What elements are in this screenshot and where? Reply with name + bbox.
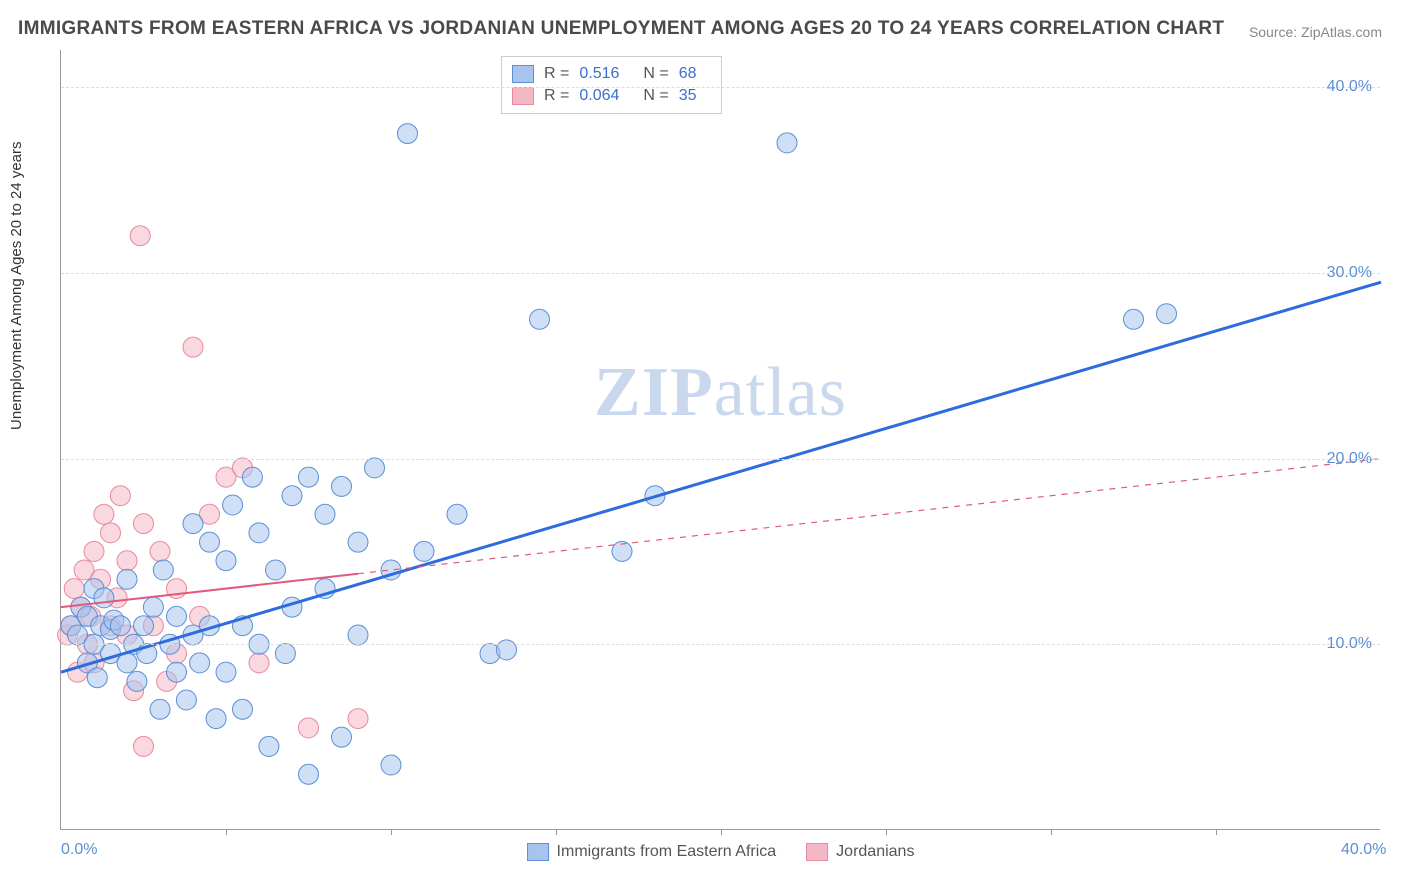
gridline xyxy=(61,459,1380,460)
data-point xyxy=(127,671,147,691)
y-tick-label: 20.0% xyxy=(1327,450,1372,468)
data-point xyxy=(94,504,114,524)
data-point xyxy=(183,514,203,534)
legend-item-blue: Immigrants from Eastern Africa xyxy=(527,843,777,861)
x-tick-mark xyxy=(1216,829,1217,835)
plot-area: ZIPatlas R =0.516N =68R =0.064N =35 Immi… xyxy=(60,50,1380,830)
data-point xyxy=(134,616,154,636)
data-point xyxy=(134,514,154,534)
data-point xyxy=(216,551,236,571)
data-point xyxy=(447,504,467,524)
data-point xyxy=(777,133,797,153)
data-point xyxy=(110,486,130,506)
data-point xyxy=(101,523,121,543)
data-point xyxy=(87,668,107,688)
swatch-blue-icon xyxy=(527,843,549,861)
data-point xyxy=(183,337,203,357)
data-point xyxy=(176,690,196,710)
legend-label-pink: Jordanians xyxy=(836,843,914,861)
data-point xyxy=(348,532,368,552)
data-point xyxy=(332,476,352,496)
gridline xyxy=(61,87,1380,88)
data-point xyxy=(497,640,517,660)
data-point xyxy=(130,226,150,246)
data-point xyxy=(110,616,130,636)
legend-item-pink: Jordanians xyxy=(806,843,914,861)
data-point xyxy=(143,597,163,617)
trend-line-dashed xyxy=(358,459,1381,574)
legend-stat-row: R =0.516N =68 xyxy=(512,63,711,85)
x-tick-mark xyxy=(1051,829,1052,835)
data-point xyxy=(84,541,104,561)
data-point xyxy=(249,653,269,673)
gridline xyxy=(61,644,1380,645)
data-point xyxy=(200,532,220,552)
x-tick-label: 40.0% xyxy=(1341,841,1386,859)
data-point xyxy=(299,764,319,784)
data-point xyxy=(266,560,286,580)
data-point xyxy=(1124,309,1144,329)
legend-label-blue: Immigrants from Eastern Africa xyxy=(557,843,777,861)
data-point xyxy=(64,579,84,599)
data-point xyxy=(233,699,253,719)
y-axis-label: Unemployment Among Ages 20 to 24 years xyxy=(8,141,25,430)
data-point xyxy=(117,569,137,589)
swatch-icon xyxy=(512,65,534,83)
x-tick-mark xyxy=(556,829,557,835)
data-point xyxy=(414,541,434,561)
data-point xyxy=(275,644,295,664)
legend-stats: R =0.516N =68R =0.064N =35 xyxy=(501,56,722,114)
data-point xyxy=(190,653,210,673)
data-point xyxy=(315,504,335,524)
data-point xyxy=(259,736,279,756)
swatch-icon xyxy=(512,87,534,105)
data-point xyxy=(150,699,170,719)
data-point xyxy=(348,625,368,645)
legend-stat-row: R =0.064N =35 xyxy=(512,85,711,107)
data-point xyxy=(398,124,418,144)
x-tick-label: 0.0% xyxy=(61,841,97,859)
data-point xyxy=(223,495,243,515)
data-point xyxy=(153,560,173,580)
data-point xyxy=(282,486,302,506)
data-point xyxy=(94,588,114,608)
data-point xyxy=(117,551,137,571)
data-point xyxy=(216,662,236,682)
data-point xyxy=(242,467,262,487)
data-point xyxy=(365,458,385,478)
data-point xyxy=(1157,304,1177,324)
chart-title: IMMIGRANTS FROM EASTERN AFRICA VS JORDAN… xyxy=(18,18,1224,40)
data-point xyxy=(530,309,550,329)
data-point xyxy=(332,727,352,747)
data-point xyxy=(134,736,154,756)
chart-canvas xyxy=(61,50,1380,829)
x-tick-mark xyxy=(391,829,392,835)
x-tick-mark xyxy=(886,829,887,835)
data-point xyxy=(167,606,187,626)
data-point xyxy=(249,523,269,543)
data-point xyxy=(299,718,319,738)
data-point xyxy=(206,709,226,729)
y-tick-label: 10.0% xyxy=(1327,635,1372,653)
x-tick-mark xyxy=(226,829,227,835)
x-tick-mark xyxy=(721,829,722,835)
data-point xyxy=(348,709,368,729)
data-point xyxy=(150,541,170,561)
gridline xyxy=(61,273,1380,274)
y-tick-label: 30.0% xyxy=(1327,264,1372,282)
y-tick-label: 40.0% xyxy=(1327,78,1372,96)
legend-series: Immigrants from Eastern Africa Jordanian… xyxy=(527,843,915,861)
swatch-pink-icon xyxy=(806,843,828,861)
source-label: Source: ZipAtlas.com xyxy=(1249,24,1382,40)
data-point xyxy=(299,467,319,487)
data-point xyxy=(381,755,401,775)
data-point xyxy=(167,662,187,682)
